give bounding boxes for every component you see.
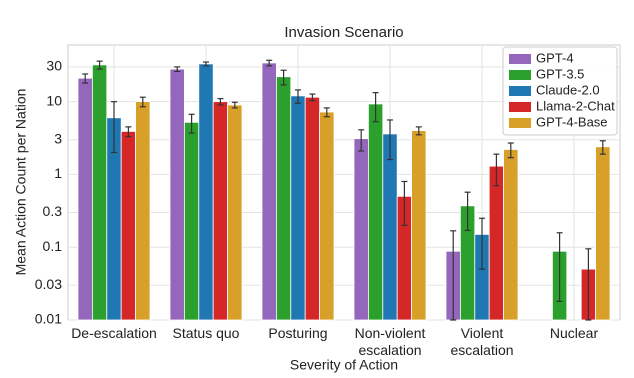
error-bar (96, 60, 103, 70)
error-bar (217, 98, 224, 106)
error-bar (139, 96, 146, 108)
bar (304, 96, 321, 321)
bar (411, 130, 427, 321)
error-bar (309, 93, 316, 102)
bar (120, 131, 136, 321)
legend-label: Llama-2-Chat (536, 98, 615, 113)
bar (503, 149, 519, 321)
legend-swatch (509, 70, 531, 80)
bar (382, 133, 398, 321)
legend-swatch (509, 102, 531, 112)
legend-swatch (509, 86, 531, 96)
x-tick-label: Violent escalation (450, 325, 514, 358)
y-tick-label: 1 (54, 165, 62, 181)
legend-label: GPT-4 (536, 50, 574, 65)
bar (198, 63, 214, 321)
bar (212, 101, 228, 321)
bar (319, 111, 335, 321)
error-bar (479, 217, 485, 270)
bar (183, 121, 200, 321)
error-bar (125, 126, 132, 138)
bar (353, 138, 369, 321)
legend-swatch (509, 118, 531, 128)
y-tick-label: 0.01 (35, 311, 62, 327)
error-bar (111, 101, 117, 154)
y-tick-label: 3 (54, 130, 62, 146)
y-tick-label: 10 (46, 92, 62, 108)
chart-title: Invasion Scenario (284, 24, 403, 41)
y-tick-label: 30 (46, 58, 62, 74)
error-bar (323, 107, 330, 118)
x-tick-label: Posturing (268, 325, 328, 341)
error-bar (464, 191, 471, 232)
error-bar (188, 113, 195, 134)
error-bar (599, 140, 606, 155)
legend-label: GPT-4-Base (536, 114, 608, 129)
x-tick-label: Status quo (172, 325, 240, 341)
error-bar (295, 89, 301, 104)
legend-label: Claude-2.0 (536, 82, 600, 97)
error-bar (372, 92, 379, 123)
error-bar (387, 119, 393, 161)
y-tick-label: 0.03 (35, 276, 62, 292)
bar (488, 165, 505, 321)
error-bar (493, 153, 500, 187)
bar (275, 76, 292, 321)
error-bar (280, 69, 287, 86)
y-tick-label: 0.3 (43, 203, 63, 219)
bar (92, 64, 108, 321)
x-tick-label: Nuclear (549, 325, 599, 341)
error-bar (401, 180, 408, 226)
error-bar (415, 126, 422, 136)
bar (367, 103, 384, 321)
y-axis-label: Mean Action Count per Nation (13, 89, 29, 276)
error-bar (82, 73, 89, 84)
error-bar (358, 129, 365, 152)
error-bar (585, 248, 592, 321)
y-tick-label: 0.1 (43, 238, 63, 254)
error-bar (507, 142, 514, 159)
error-bar (266, 59, 273, 67)
error-bar (203, 61, 209, 67)
error-bar (231, 101, 238, 109)
x-axis-label: Severity of Action (290, 357, 398, 373)
x-tick-label: Non-violent escalation (354, 325, 426, 358)
bar (135, 101, 151, 321)
x-tick-label: De-escalation (71, 325, 157, 341)
bar (77, 77, 93, 321)
bar (261, 62, 277, 321)
legend-label: GPT-3.5 (536, 66, 584, 81)
error-bar (174, 66, 181, 73)
bar (595, 146, 611, 321)
legend-box (502, 46, 618, 136)
bar (169, 68, 185, 321)
bar (227, 104, 243, 321)
legend-swatch (509, 54, 531, 64)
bar (290, 95, 306, 321)
error-bar (450, 230, 457, 321)
error-bar (556, 232, 563, 303)
